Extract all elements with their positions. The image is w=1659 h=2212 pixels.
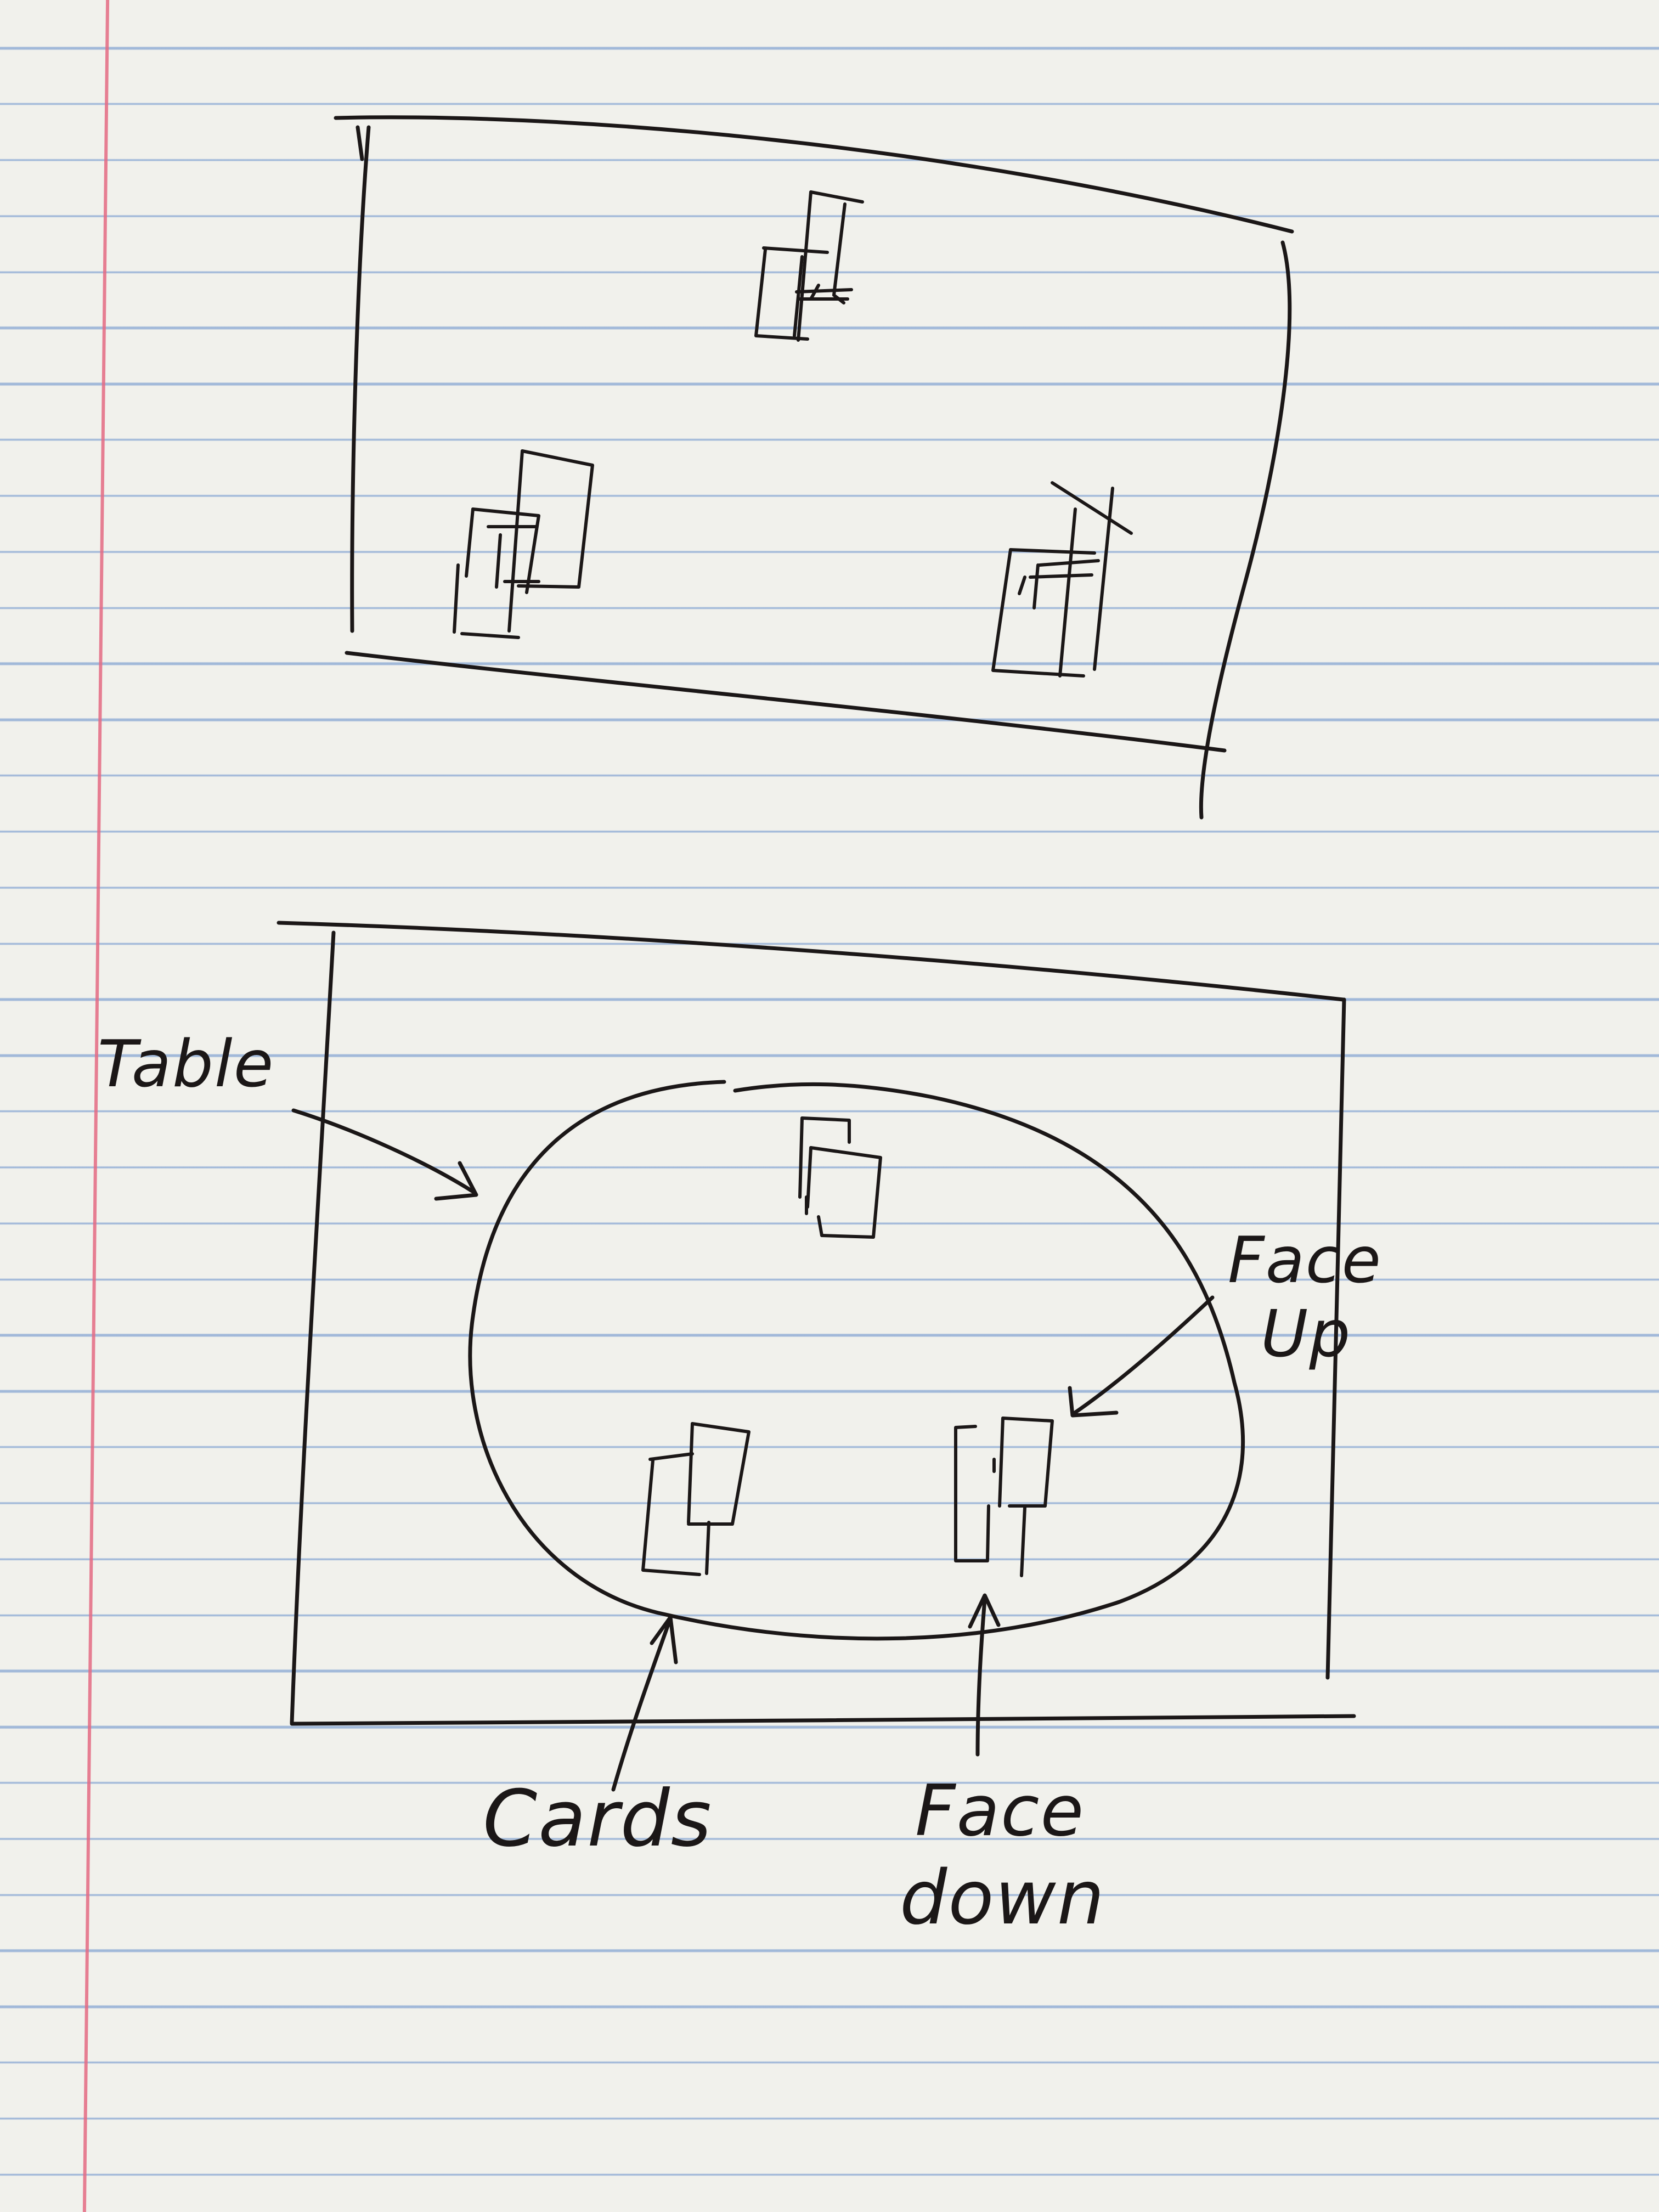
- label-face-up-line1: Face: [1228, 1223, 1382, 1297]
- top-frame-left-edge: [350, 125, 371, 633]
- label-face-up-line2: Up: [1261, 1296, 1352, 1372]
- arrow-to-cards: [611, 1615, 678, 1792]
- label-cards: Cards: [483, 1774, 713, 1864]
- arrow-to-face-down-card: [968, 1593, 1001, 1757]
- top-card-pile-right: [991, 481, 1133, 678]
- top-card-pile-left: [453, 449, 594, 639]
- bottom-frame-left-edge: [290, 930, 336, 1725]
- arrow-to-face-up-card: [1068, 1295, 1215, 1418]
- top-frame-left-tick: [356, 125, 364, 161]
- table-card-pile-left: [641, 1422, 751, 1576]
- label-table: Table: [98, 1026, 275, 1102]
- top-frame-bottom-edge: [345, 651, 1227, 753]
- top-card-pile-center: [754, 190, 864, 342]
- table-card-pile-right: [954, 1417, 1054, 1577]
- label-face-down-line1: Face: [915, 1770, 1085, 1852]
- label-face-down-line2: down: [900, 1855, 1105, 1942]
- bottom-frame-bottom-edge: [290, 1714, 1356, 1726]
- table-oval: [468, 1080, 1245, 1641]
- arrow-to-table: [291, 1108, 478, 1201]
- table-card-pile-top: [798, 1116, 882, 1239]
- top-sketch: [334, 115, 1294, 820]
- top-frame-top-edge: [334, 115, 1294, 234]
- bottom-frame-top-edge: [276, 921, 1345, 1002]
- top-frame-right-edge: [1199, 240, 1292, 820]
- bottom-frame-right-edge: [1325, 997, 1346, 1680]
- bottom-sketch: [276, 921, 1356, 1792]
